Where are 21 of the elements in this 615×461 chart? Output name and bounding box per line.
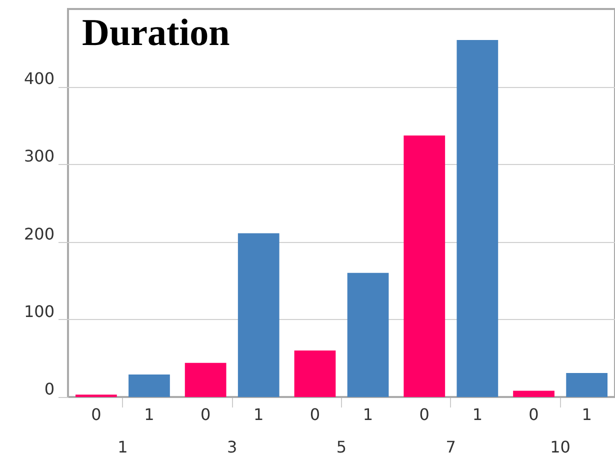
category-label: 1 — [582, 405, 592, 424]
text: 0 — [200, 405, 211, 424]
series-label: 0 — [91, 405, 102, 424]
text: 0 — [310, 405, 320, 424]
category-label: 1 — [472, 405, 483, 424]
y-tick-label: 400 — [24, 69, 54, 88]
x-tick-label: 1 — [118, 438, 128, 456]
y-tick-label: 200 — [24, 224, 54, 244]
y-tick-label: 100 — [24, 302, 54, 321]
text: 0 — [528, 405, 539, 424]
text: 0 — [419, 405, 430, 424]
series-label: 1 — [144, 405, 154, 424]
category-label: 1 — [254, 405, 264, 424]
x-tick-label: 5 — [336, 438, 347, 456]
chart-title: Duration — [82, 12, 230, 54]
x-tick-label: 7 — [446, 438, 456, 456]
x-tick-label: 3 — [227, 438, 238, 456]
y-tick-label: 0 — [44, 380, 54, 398]
category-label: 1 — [362, 405, 374, 424]
y-tick-label: 300 — [24, 146, 54, 166]
x-tick-label: 10 — [550, 438, 570, 456]
